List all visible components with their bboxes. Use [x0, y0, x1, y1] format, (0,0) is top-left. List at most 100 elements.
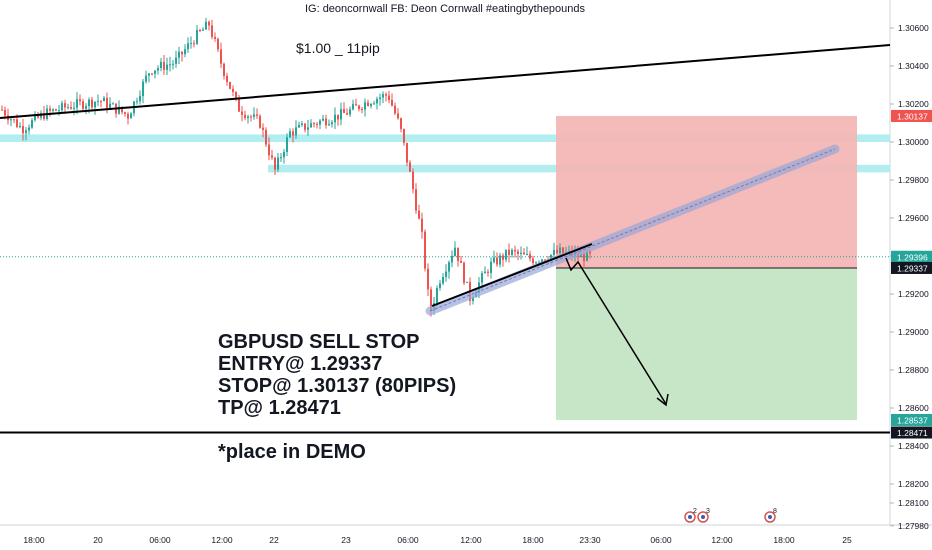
candle-body — [451, 255, 453, 263]
candle-body — [424, 231, 426, 269]
y-tick-label: 1.28800 — [898, 365, 929, 375]
projection-arrowhead — [656, 393, 669, 407]
candle-body — [364, 102, 366, 110]
candle-body — [391, 99, 393, 106]
price-label-text: 1.29337 — [897, 263, 928, 273]
candle-body — [481, 273, 483, 283]
candle-body — [271, 155, 273, 158]
candle-body — [403, 128, 405, 143]
candle-body — [535, 262, 537, 264]
candle-body — [517, 251, 519, 254]
candle-body — [55, 109, 57, 111]
y-tick-label: 1.29200 — [898, 289, 929, 299]
candle-body — [343, 109, 345, 114]
candle-body — [25, 130, 27, 134]
candle-body — [496, 257, 498, 265]
event-count-label: 3 — [706, 508, 710, 515]
candle-body — [196, 30, 198, 44]
candle-body — [28, 127, 30, 131]
y-tick-label: 1.28200 — [898, 479, 929, 489]
trend-channel-midline — [429, 148, 836, 312]
candle-body — [586, 250, 588, 261]
candle-body — [280, 157, 282, 159]
candle-body — [211, 25, 213, 37]
event-flag-dot — [768, 515, 772, 519]
event-flag-dot — [688, 515, 692, 519]
candle-body — [400, 118, 402, 129]
trade-line-stop: STOP@ 1.30137 (80PIPS) — [218, 375, 457, 397]
x-tick-label: 18:00 — [522, 535, 544, 545]
y-tick-label: 1.30600 — [898, 23, 929, 33]
y-tick-label: 1.30200 — [898, 99, 929, 109]
x-tick-label: 23 — [341, 535, 351, 545]
candle-body — [244, 114, 246, 119]
y-tick-label: 1.27980 — [898, 521, 929, 531]
candle-body — [163, 61, 165, 70]
candle-body — [556, 250, 558, 254]
y-tick-label: 1.28100 — [898, 498, 929, 508]
candle-body — [94, 101, 96, 108]
candle-body — [34, 114, 36, 121]
candle-body — [454, 247, 456, 256]
candle-body — [304, 123, 306, 130]
x-tick-label: 06:00 — [397, 535, 419, 545]
candle-body — [124, 112, 126, 114]
x-tick-label: 18:00 — [773, 535, 795, 545]
y-tick-label: 1.29800 — [898, 175, 929, 185]
candle-body — [181, 51, 183, 55]
y-tick-label: 1.29000 — [898, 327, 929, 337]
candle-body — [19, 126, 21, 128]
candle-body — [262, 127, 264, 130]
candle-body — [439, 283, 441, 289]
candle-body — [265, 129, 267, 145]
candle-body — [298, 124, 300, 128]
candle-body — [502, 255, 504, 260]
trade-setup-text: GBPUSD SELL STOP ENTRY@ 1.29337 STOP@ 1.… — [218, 331, 456, 419]
candle-body — [361, 108, 363, 110]
candle-body — [193, 43, 195, 45]
candle-body — [412, 171, 414, 190]
candle-body — [118, 106, 120, 114]
watermark-text: IG: deoncornwall FB: Deon Cornwall #eati… — [304, 3, 586, 15]
projection-arrow — [565, 257, 667, 405]
candle-body — [526, 254, 528, 256]
candle-body — [484, 271, 486, 274]
candle-body — [457, 247, 459, 261]
candle-body — [97, 101, 99, 103]
candle-body — [4, 109, 6, 116]
candle-body — [373, 103, 375, 105]
pip-value-note: $1.00 _ 11pip — [296, 40, 380, 56]
price-label-tag — [891, 426, 932, 439]
candle-body — [394, 105, 396, 114]
candle-body — [349, 109, 351, 115]
candle-body — [217, 38, 219, 50]
candle-body — [121, 106, 123, 113]
y-tick-label: 1.30400 — [898, 61, 929, 71]
candle-body — [109, 103, 111, 108]
candle-body — [238, 98, 240, 112]
candle-body — [160, 61, 162, 69]
candle-body — [460, 260, 462, 263]
candle-body — [154, 70, 156, 74]
candle-body — [130, 113, 132, 119]
candle-body — [307, 127, 309, 130]
candle-body — [541, 259, 543, 263]
price-label-tag — [891, 261, 932, 274]
candle-body — [268, 144, 270, 156]
candle-body — [355, 104, 357, 106]
candle-body — [472, 297, 474, 301]
candle-body — [82, 101, 84, 109]
candle-body — [319, 120, 321, 125]
candle-body — [544, 259, 546, 261]
candle-body — [67, 107, 69, 109]
candle-body — [550, 254, 552, 261]
candle-body — [322, 118, 324, 121]
price-label-text: 1.29396 — [897, 252, 928, 262]
candle-body — [331, 122, 333, 125]
ascending-trendline — [431, 243, 593, 307]
candle-body — [316, 123, 318, 125]
candle-body — [88, 99, 90, 107]
support-resistance-band — [0, 134, 890, 142]
candle-body — [583, 253, 585, 261]
